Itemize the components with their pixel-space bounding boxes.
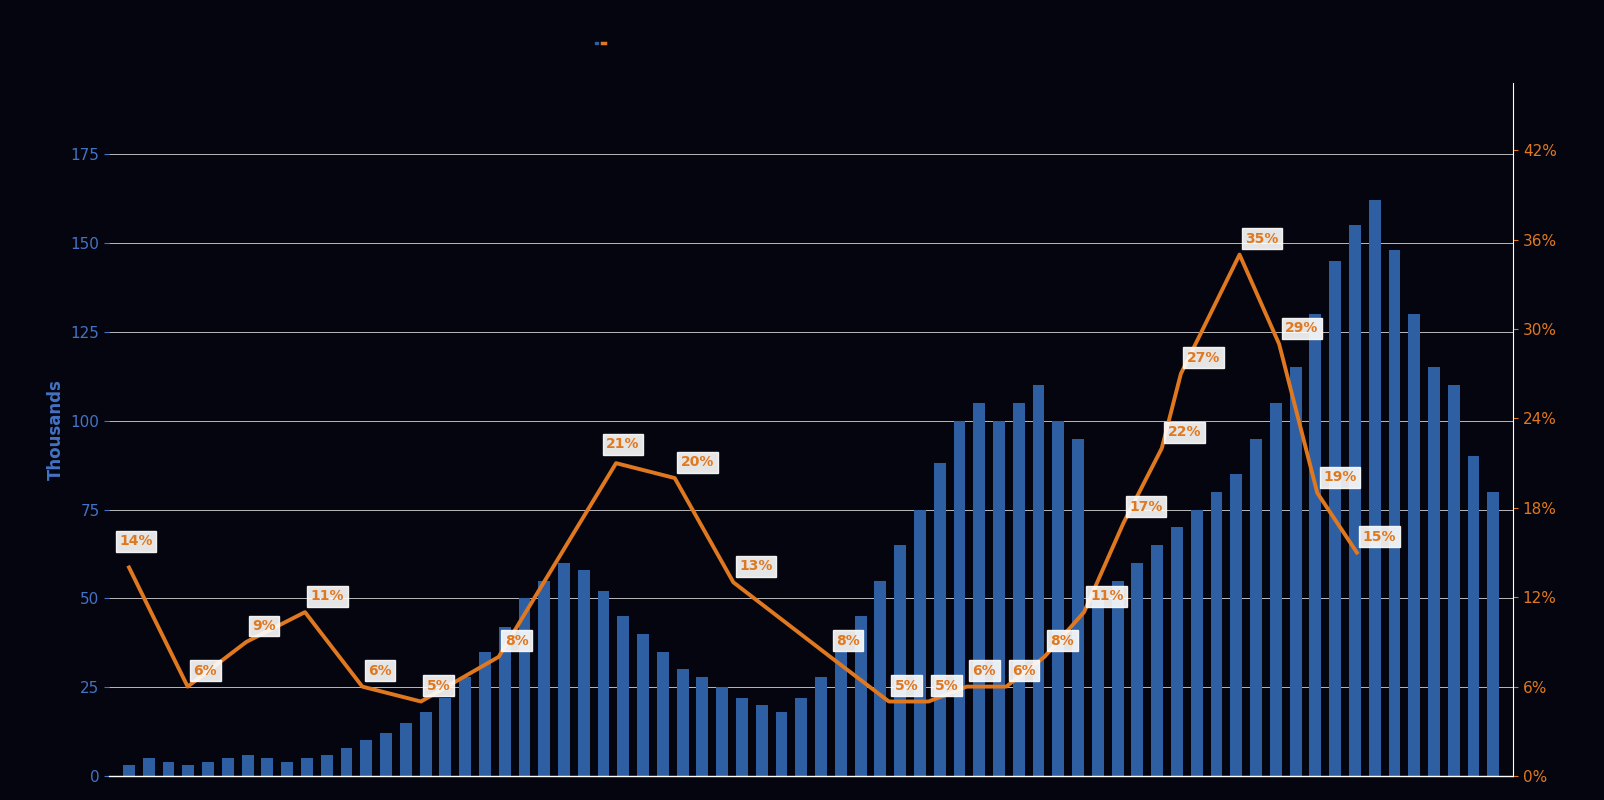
Bar xyxy=(124,766,135,776)
Bar xyxy=(1368,201,1381,776)
Text: 22%: 22% xyxy=(1168,426,1201,439)
Bar xyxy=(755,705,768,776)
Bar xyxy=(1389,250,1400,776)
Bar xyxy=(677,670,688,776)
Bar xyxy=(539,581,550,776)
Bar xyxy=(834,652,847,776)
Bar xyxy=(1012,403,1025,776)
Bar xyxy=(242,754,253,776)
Bar xyxy=(598,591,610,776)
Text: 8%: 8% xyxy=(505,634,528,648)
Bar xyxy=(183,766,194,776)
Bar xyxy=(1290,367,1301,776)
Bar xyxy=(914,510,926,776)
Text: 27%: 27% xyxy=(1187,351,1221,365)
Bar xyxy=(1448,386,1460,776)
Text: 35%: 35% xyxy=(1245,232,1278,246)
Text: 11%: 11% xyxy=(311,590,345,603)
Bar xyxy=(953,421,966,776)
Bar xyxy=(1270,403,1282,776)
Text: 6%: 6% xyxy=(194,664,217,678)
Bar xyxy=(1052,421,1063,776)
Bar xyxy=(1131,563,1144,776)
Bar xyxy=(202,762,213,776)
Text: 5%: 5% xyxy=(935,678,958,693)
Text: 5%: 5% xyxy=(895,678,919,693)
Bar xyxy=(993,421,1006,776)
Bar xyxy=(1309,314,1322,776)
Bar xyxy=(340,747,353,776)
Text: 14%: 14% xyxy=(119,534,152,548)
Y-axis label: Thousands: Thousands xyxy=(47,379,66,480)
Bar xyxy=(1171,527,1182,776)
Bar xyxy=(439,698,451,776)
Text: 5%: 5% xyxy=(427,678,451,693)
Bar xyxy=(1152,545,1163,776)
Bar xyxy=(658,652,669,776)
Bar xyxy=(776,712,788,776)
Text: 6%: 6% xyxy=(1012,664,1036,678)
Bar xyxy=(162,762,175,776)
Bar xyxy=(577,570,590,776)
Text: 21%: 21% xyxy=(606,438,640,451)
Bar xyxy=(874,581,887,776)
Bar xyxy=(558,563,569,776)
Bar xyxy=(1211,492,1222,776)
Bar xyxy=(143,758,154,776)
Bar xyxy=(361,741,372,776)
Bar xyxy=(696,677,709,776)
Bar xyxy=(637,634,650,776)
Bar xyxy=(1112,581,1123,776)
Bar xyxy=(1468,456,1479,776)
Bar xyxy=(480,652,491,776)
Bar xyxy=(1349,226,1360,776)
Bar xyxy=(736,698,747,776)
Bar xyxy=(261,758,273,776)
Bar xyxy=(1487,492,1500,776)
Bar xyxy=(1428,367,1440,776)
Bar xyxy=(459,677,472,776)
Text: 9%: 9% xyxy=(252,619,276,633)
Bar xyxy=(1408,314,1420,776)
Bar xyxy=(1230,474,1241,776)
Text: 29%: 29% xyxy=(1285,321,1318,335)
Bar xyxy=(618,616,629,776)
Text: 6%: 6% xyxy=(972,664,996,678)
Text: 19%: 19% xyxy=(1323,470,1357,484)
Bar xyxy=(1330,261,1341,776)
Bar xyxy=(281,762,294,776)
Bar xyxy=(815,677,828,776)
Bar xyxy=(499,626,510,776)
Text: 15%: 15% xyxy=(1363,530,1397,544)
Text: 8%: 8% xyxy=(1051,634,1075,648)
Bar xyxy=(221,758,234,776)
Bar xyxy=(1250,438,1262,776)
Bar xyxy=(1190,510,1203,776)
Bar xyxy=(717,687,728,776)
Text: 20%: 20% xyxy=(680,455,714,469)
Bar xyxy=(974,403,985,776)
Bar xyxy=(380,734,391,776)
Bar xyxy=(855,616,866,776)
Bar xyxy=(321,754,332,776)
Bar xyxy=(1071,438,1084,776)
Bar xyxy=(420,712,431,776)
Text: 6%: 6% xyxy=(369,664,391,678)
Bar xyxy=(518,598,531,776)
Text: 13%: 13% xyxy=(739,559,773,574)
Bar xyxy=(399,722,412,776)
Text: 8%: 8% xyxy=(836,634,860,648)
Text: 11%: 11% xyxy=(1091,590,1123,603)
Bar xyxy=(893,545,906,776)
Text: 17%: 17% xyxy=(1129,500,1163,514)
Bar xyxy=(302,758,313,776)
Bar xyxy=(1033,386,1044,776)
Bar xyxy=(934,463,946,776)
Bar xyxy=(796,698,807,776)
Bar xyxy=(1092,598,1104,776)
Legend: , : , xyxy=(595,42,606,44)
